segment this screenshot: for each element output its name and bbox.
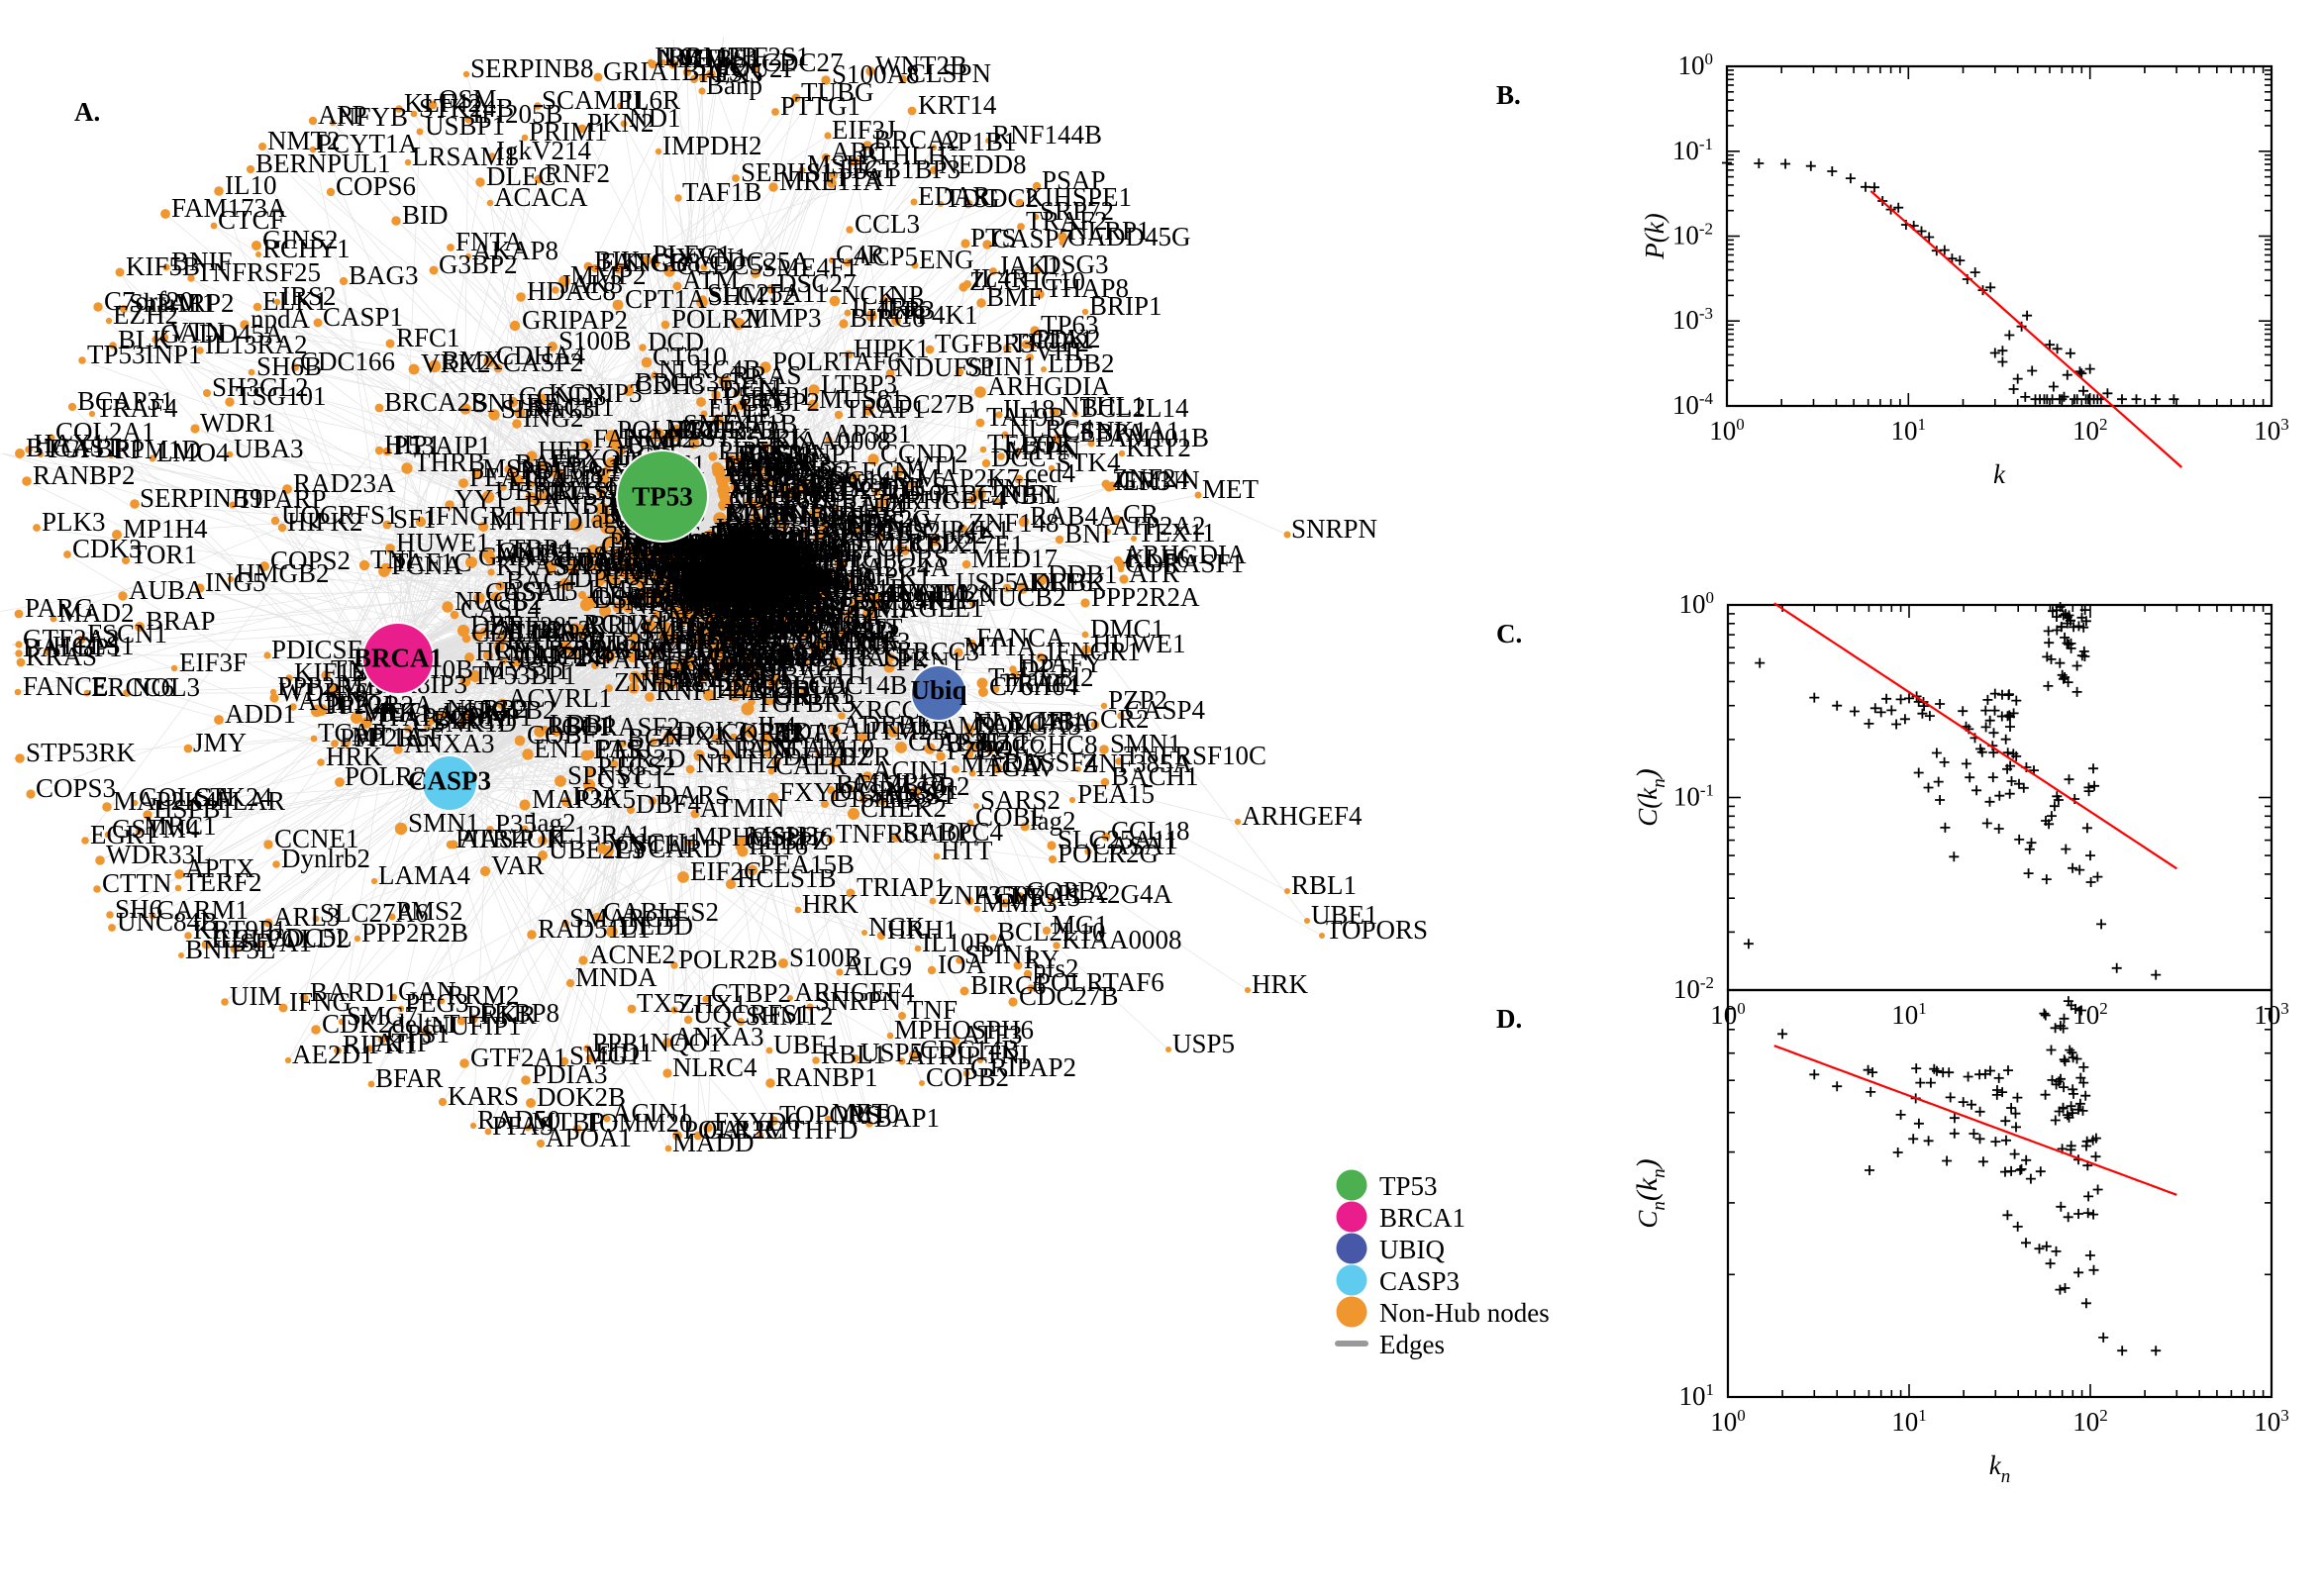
- svg-text:A.: A.: [74, 97, 100, 127]
